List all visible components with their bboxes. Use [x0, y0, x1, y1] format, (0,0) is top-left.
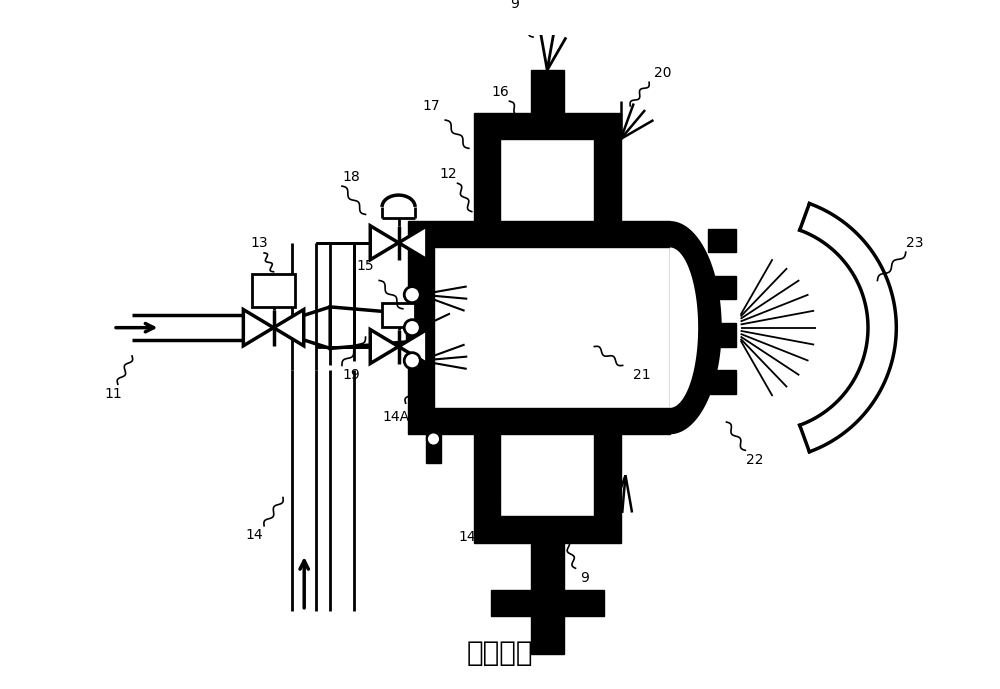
Bar [594, 434, 621, 516]
Circle shape [404, 320, 420, 336]
Text: 22: 22 [746, 453, 764, 466]
Bar [491, 590, 604, 617]
Bar [708, 323, 736, 347]
Bar [408, 221, 434, 434]
Text: 20: 20 [654, 66, 672, 80]
Bar [500, 139, 594, 221]
Bar [426, 434, 441, 462]
Circle shape [404, 287, 420, 302]
Polygon shape [670, 221, 722, 434]
Bar [434, 247, 670, 408]
Bar [531, 607, 564, 654]
Polygon shape [399, 226, 427, 260]
Text: 14: 14 [246, 528, 263, 542]
Polygon shape [370, 226, 399, 260]
Bar [708, 370, 736, 393]
Text: 16: 16 [491, 85, 509, 99]
Text: 14A: 14A [383, 411, 410, 424]
Text: 17: 17 [422, 99, 440, 113]
Text: 15: 15 [356, 259, 374, 274]
Text: 12: 12 [439, 167, 457, 181]
Bar [708, 276, 736, 299]
Bar [382, 303, 415, 327]
Polygon shape [274, 309, 304, 346]
Text: 19: 19 [343, 368, 360, 382]
Bar [531, 543, 564, 590]
Bar [594, 139, 621, 221]
Text: 现有技术: 现有技术 [467, 639, 533, 667]
Text: 18: 18 [343, 169, 360, 184]
Text: 9: 9 [580, 570, 589, 585]
Polygon shape [670, 247, 698, 408]
Text: 11: 11 [104, 387, 122, 401]
Bar [708, 229, 736, 252]
Bar [434, 408, 670, 434]
Circle shape [427, 433, 440, 446]
Polygon shape [330, 307, 408, 349]
Bar [474, 139, 500, 221]
Text: 23: 23 [906, 236, 924, 249]
Text: 21: 21 [633, 368, 650, 382]
Bar [474, 112, 621, 139]
Bar [474, 516, 621, 543]
Text: 14B: 14B [458, 530, 485, 544]
Text: 9: 9 [510, 0, 519, 11]
Bar [434, 221, 670, 247]
Polygon shape [243, 309, 274, 346]
Bar [474, 434, 500, 516]
Bar [531, 70, 564, 112]
Circle shape [404, 353, 420, 369]
Polygon shape [370, 329, 399, 364]
Polygon shape [399, 329, 427, 364]
Bar [252, 274, 295, 307]
Bar [500, 434, 594, 516]
Text: 13: 13 [251, 236, 268, 251]
